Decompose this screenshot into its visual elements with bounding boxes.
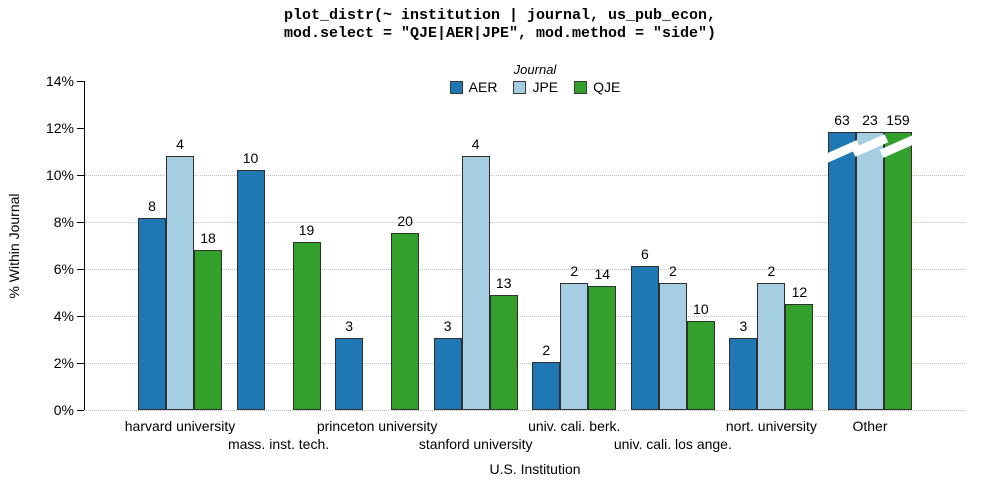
bar-qje-3 — [391, 232, 420, 410]
y-tick-label: 2% — [53, 355, 74, 371]
y-tick-label: 12% — [45, 120, 74, 136]
bar-aer-5 — [532, 362, 561, 410]
legend-row: AER JPE QJE — [449, 79, 620, 95]
y-tick-label: 10% — [45, 167, 74, 183]
bar-value-label: 12 — [791, 283, 808, 300]
bar-value-label: 10 — [693, 301, 709, 318]
bar-aer-6 — [630, 266, 659, 410]
bar-value-label: 14 — [594, 265, 611, 282]
bar-qje-6 — [686, 321, 715, 410]
bar-jpe-6 — [658, 282, 687, 410]
bar-jpe-7 — [757, 282, 786, 410]
bar-aer-7 — [729, 338, 758, 410]
y-axis-title: % Within Journal — [6, 193, 22, 299]
bar-jpe-8 — [855, 131, 884, 410]
bar-value-label: 19 — [298, 221, 315, 238]
bar-value-label: 3 — [443, 318, 452, 335]
bar-value-label: 8 — [148, 198, 156, 215]
x-category-label: mass. inst. tech. — [227, 436, 330, 452]
y-tick-label: 8% — [53, 214, 74, 230]
bar-value-label: 6 — [640, 246, 649, 263]
bar-jpe-4 — [461, 155, 490, 410]
bar-value-label: 4 — [471, 135, 480, 152]
bar-aer-3 — [335, 338, 364, 410]
plot-title-line1: plot_distr(~ institution | journal, us_p… — [283, 7, 717, 24]
bar-qje-5 — [588, 285, 617, 410]
bar-value-label: 4 — [176, 135, 184, 152]
y-tick-mark — [77, 175, 84, 176]
bar-value-label: 23 — [862, 111, 878, 128]
aer-swatch-icon — [449, 80, 463, 94]
bar-qje-8 — [883, 131, 912, 410]
bar-aer-2 — [236, 170, 265, 410]
bar-value-label: 18 — [200, 230, 216, 247]
legend-entry-aer-label: AER — [468, 79, 498, 95]
y-tick-label: 4% — [53, 308, 74, 324]
y-tick-mark — [77, 363, 84, 364]
x-category-label: Other — [852, 418, 888, 434]
qje-swatch-icon — [574, 80, 588, 94]
y-tick-label: 14% — [45, 73, 74, 89]
y-tick-label: 6% — [53, 261, 74, 277]
bar-value-label: 2 — [767, 262, 776, 279]
bar-value-label: 13 — [495, 274, 512, 291]
bar-value-label: 159 — [886, 111, 910, 128]
bar-value-label: 10 — [242, 150, 259, 167]
bar-value-label: 2 — [668, 262, 677, 279]
bar-jpe-1 — [166, 155, 194, 410]
bar-value-label: 2 — [570, 262, 579, 279]
y-tick-mark — [77, 128, 84, 129]
gridline — [85, 269, 965, 270]
legend: Journal AER JPE QJE — [70, 62, 1000, 95]
legend-entry-aer: AER — [449, 79, 498, 95]
bar-aer-4 — [433, 338, 462, 410]
bar-qje-1 — [194, 250, 222, 410]
gridline — [85, 175, 965, 176]
bar-aer-8 — [827, 131, 856, 410]
gridline — [85, 316, 965, 317]
legend-title: Journal — [513, 62, 557, 77]
y-tick-mark — [77, 269, 84, 270]
x-category-label: stanford university — [418, 436, 533, 452]
y-tick-label: 0% — [53, 402, 74, 418]
x-category-label: univ. cali. los ange. — [613, 436, 732, 452]
y-axis-line — [84, 81, 85, 410]
bar-value-label: 20 — [397, 212, 413, 229]
bar-aer-1 — [138, 218, 166, 410]
gridline — [85, 363, 965, 364]
legend-entry-jpe: JPE — [513, 79, 558, 95]
bar-qje-4 — [489, 294, 518, 410]
bar-value-label: 63 — [834, 111, 850, 128]
plot-title-line2: mod.select = "QJE|AER|JPE", mod.method =… — [283, 25, 717, 42]
x-category-label: princeton university — [316, 418, 438, 434]
y-tick-mark — [77, 81, 84, 82]
gridline — [85, 222, 965, 223]
x-category-label: nort. university — [725, 418, 817, 434]
bar-qje-2 — [292, 241, 321, 410]
bar-value-label: 3 — [739, 318, 748, 335]
x-axis-title: U.S. Institution — [489, 461, 581, 477]
x-category-label: univ. cali. berk. — [528, 418, 621, 434]
y-tick-mark — [77, 410, 84, 411]
x-category-label: harvard university — [124, 418, 236, 434]
gridline — [85, 410, 965, 411]
legend-entry-qje: QJE — [574, 79, 620, 95]
legend-entry-qje-label: QJE — [593, 79, 621, 95]
jpe-swatch-icon — [513, 80, 527, 94]
plot-title: plot_distr(~ institution | journal, us_p… — [0, 7, 1000, 43]
bar-value-label: 2 — [542, 342, 551, 359]
bar-qje-7 — [785, 303, 814, 410]
legend-entry-jpe-label: JPE — [532, 79, 559, 95]
bar-jpe-5 — [560, 282, 589, 410]
y-tick-mark — [77, 316, 84, 317]
bar-value-label: 3 — [345, 318, 354, 335]
y-tick-mark — [77, 222, 84, 223]
